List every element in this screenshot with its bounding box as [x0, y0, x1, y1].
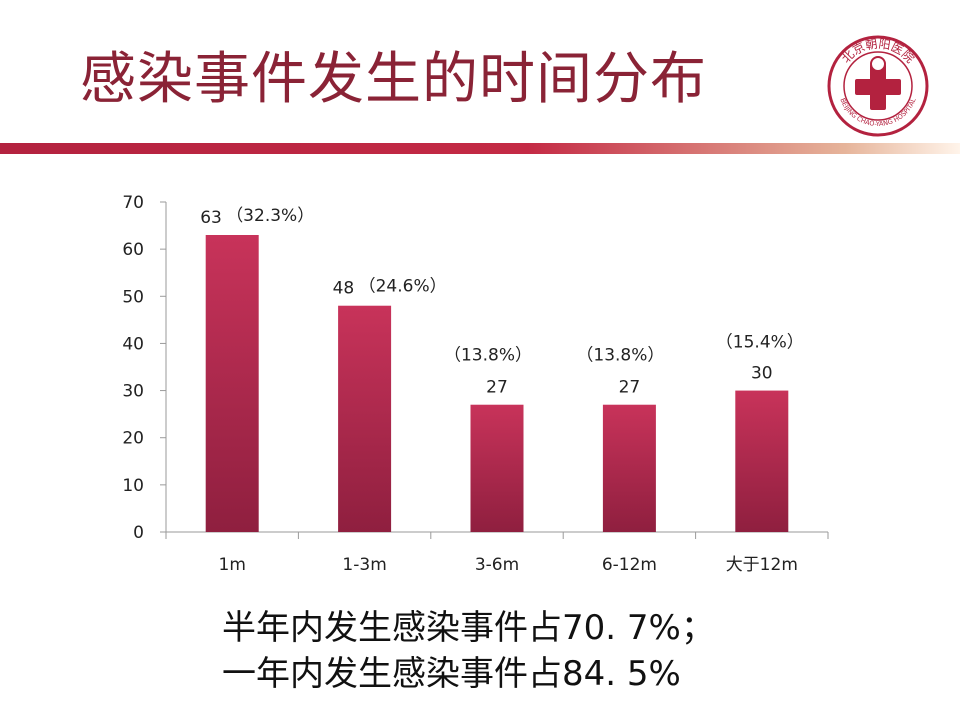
summary-line-half-year: 半年内发生感染事件占70. 7%； [222, 608, 715, 648]
x-tick-label: 3-6m [475, 555, 519, 575]
bar [205, 235, 259, 532]
y-tick-label: 60 [122, 240, 144, 260]
x-tick-label: 1-3m [342, 555, 386, 575]
bar [338, 305, 392, 532]
y-tick-label: 40 [122, 334, 144, 354]
title-divider [0, 143, 960, 154]
bar-value-label: 27 [619, 378, 641, 398]
y-tick-label: 70 [122, 193, 144, 213]
bar-value-label: 30 [751, 364, 773, 384]
bar-percent-label: （32.3%） [226, 206, 314, 226]
bar [602, 404, 656, 532]
y-tick-label: 30 [122, 382, 144, 402]
bar-percent-label: （13.8%） [576, 346, 664, 366]
y-tick-label: 20 [122, 429, 144, 449]
bar-value-label: 27 [486, 378, 508, 398]
summary-line-one-year: 一年内发生感染事件占84. 5% [222, 654, 681, 694]
page-title: 感染事件发生的时间分布 [80, 47, 707, 112]
bar [470, 404, 524, 532]
hospital-logo-icon: 北京朝阳医院 BEIJING CHAO-YANG HOSPITAL [827, 35, 929, 137]
bar-value-label: 48 [333, 279, 355, 299]
x-tick-label: 大于12m [726, 555, 798, 575]
x-tick-label: 6-12m [602, 555, 657, 575]
bar-value-label: 63 [200, 208, 222, 228]
x-tick-label: 1m [219, 555, 246, 575]
bar-percent-label: （24.6%） [359, 277, 447, 297]
bar-percent-label: （13.8%） [444, 346, 532, 366]
y-tick-label: 0 [133, 523, 144, 543]
bar-percent-label: （15.4%） [716, 333, 804, 353]
bar-chart: 0 10 20 30 40 50 60 70 1m 63 （32.3%） 1-3m 48 （24.6%） 3… [122, 193, 829, 575]
y-tick-label: 50 [122, 287, 144, 307]
summary-text: 半年内发生感染事件占70. 7%； 一年内发生感染事件占84. 5% [222, 605, 715, 697]
y-tick-label: 10 [122, 476, 144, 496]
bar [735, 390, 789, 532]
